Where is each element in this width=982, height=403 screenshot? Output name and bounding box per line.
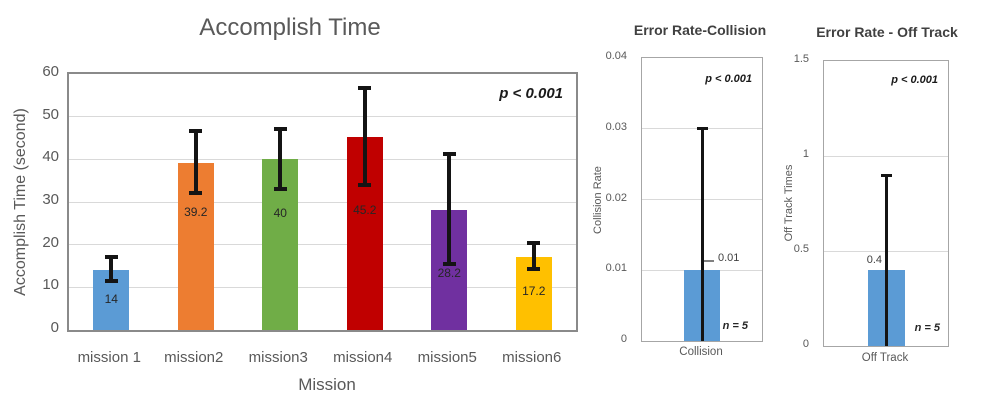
chart1-plot-area: 14 39.2 40 45.2 28.2 17.2 [67, 72, 578, 332]
chart3-y-axis-title: Off Track Times [783, 164, 795, 242]
y-tick-label: 0 [802, 338, 809, 350]
gridline [69, 244, 576, 246]
gridline [69, 116, 576, 118]
chart3-bar-data-label: 0.4 [866, 254, 882, 266]
error-bar-top-cap [273, 127, 287, 132]
error-bar-bottom-cap [527, 266, 541, 271]
y-tick-label: 1.5 [793, 53, 809, 65]
chart2-bar-data-label: 0.01 [718, 252, 740, 264]
error-bar [884, 175, 888, 346]
x-category-label: mission3 [248, 349, 308, 366]
error-bar-bottom-cap [273, 187, 287, 192]
y-tick-label: 0.02 [605, 191, 627, 204]
x-category-label: mission5 [417, 349, 477, 366]
error-bar [531, 242, 536, 269]
y-tick-label: 40 [42, 148, 59, 166]
y-tick-label: 0.5 [793, 243, 809, 255]
error-bar-bottom-cap [189, 191, 203, 196]
error-bar [193, 131, 198, 194]
bar-data-label: 39.2 [184, 204, 208, 219]
chart3-title: Error Rate - Off Track [816, 24, 958, 40]
error-bar-top-cap [696, 127, 708, 131]
gridline [69, 286, 576, 288]
error-bar [109, 257, 114, 282]
error-bar [447, 154, 452, 264]
error-bar [278, 129, 283, 190]
x-category-label: Off Track [861, 352, 909, 364]
chart3-sample-size-note: n = 5 [914, 322, 940, 334]
error-bar [700, 128, 704, 341]
x-category-label: mission2 [164, 349, 224, 366]
error-bar-top-cap [104, 255, 118, 260]
y-tick-label: 20 [42, 233, 59, 251]
gridline [69, 158, 576, 160]
x-category-label: Collision [679, 346, 723, 358]
gridline [69, 201, 576, 203]
gridline [824, 155, 948, 157]
x-category-label: mission4 [333, 349, 393, 366]
y-tick-label: 0.03 [605, 120, 627, 133]
y-tick-label: 0 [50, 319, 59, 336]
error-bar-top-cap [189, 129, 203, 134]
chart3-plot-area [823, 60, 949, 347]
chart1-p-value-annotation: p < 0.001 [499, 85, 563, 102]
chart2-sample-size-note: n = 5 [722, 320, 748, 332]
x-category-label: mission 1 [77, 349, 141, 366]
chart3-p-value-annotation: p < 0.001 [891, 74, 938, 86]
y-tick-label: 0.04 [605, 50, 627, 62]
y-tick-label: 0 [620, 333, 627, 345]
y-tick-label: 10 [42, 276, 59, 294]
error-bar-bottom-cap [442, 261, 456, 266]
error-bar-top-cap [442, 152, 456, 157]
y-tick-label: 0.01 [605, 262, 627, 275]
bar-data-label: 45.2 [353, 203, 377, 218]
chart2-plot-area [641, 57, 763, 342]
y-tick-label: 30 [42, 191, 59, 208]
error-bar-top-cap [527, 240, 541, 245]
error-bar-top-cap [358, 85, 372, 90]
y-tick-label: 1 [802, 148, 809, 160]
bar-data-label: 40 [273, 205, 287, 220]
chart1-title: Accomplish Time [199, 14, 381, 41]
error-bar-bottom-cap [104, 279, 118, 284]
bar-data-label: 17.2 [522, 283, 546, 298]
y-tick-label: 50 [42, 105, 59, 123]
chart2-p-value-annotation: p < 0.001 [705, 73, 752, 85]
chart1-x-axis-title: Mission [298, 375, 356, 394]
bar-data-label: 28.2 [437, 265, 461, 280]
chart2-title: Error Rate-Collision [633, 22, 767, 38]
chart2-data-label-leader-line [704, 260, 714, 262]
error-bar [362, 87, 367, 185]
y-tick-label: 60 [42, 63, 59, 80]
x-category-label: mission6 [502, 349, 562, 366]
error-bar-top-cap [880, 173, 892, 177]
error-bar-bottom-cap [358, 182, 372, 187]
bar-data-label: 14 [104, 292, 118, 307]
